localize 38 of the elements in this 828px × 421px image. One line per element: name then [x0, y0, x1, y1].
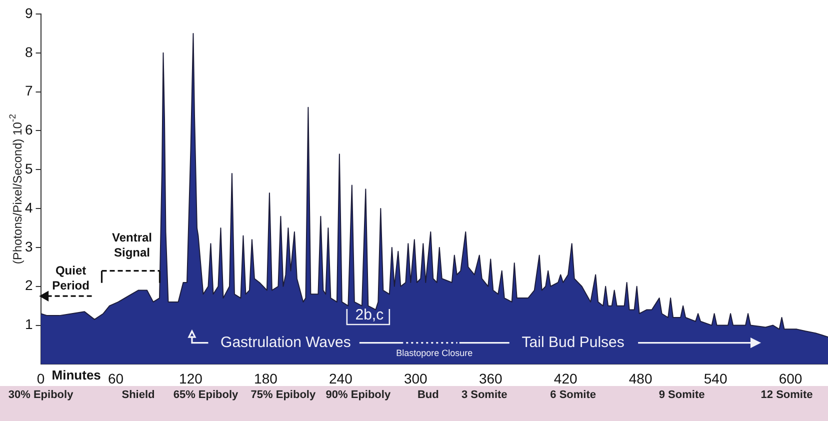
- text: 65% Epiboly: [173, 389, 240, 402]
- y-tick-label: 1: [24, 316, 33, 332]
- y-tick-label: 9: [24, 4, 33, 21]
- y-tick-label: 3: [24, 238, 33, 254]
- y-tick-label: 7: [24, 82, 33, 99]
- y-tick-label: 2: [24, 277, 33, 294]
- x-tick-label: 360: [478, 370, 503, 386]
- text: 75% Epiboly: [250, 389, 316, 402]
- x-tick-label: 0: [36, 370, 45, 386]
- y-tick-label: 5: [24, 160, 33, 177]
- text: Shield: [122, 389, 155, 402]
- text: 6 Somite: [550, 389, 596, 402]
- annotation: Tail Bud Pulses: [522, 334, 624, 351]
- x-tick-label: 180: [254, 370, 278, 386]
- y-axis-title: (Photons/Pixel/Second) 10-2: [7, 114, 24, 264]
- x-tick-label: 420: [554, 370, 578, 386]
- annotation: Blastopore Closure: [396, 348, 473, 358]
- x-tick-label: 600: [778, 370, 802, 386]
- text: 3 Somite: [461, 389, 508, 402]
- text: Bud: [417, 389, 439, 402]
- text: 90% Epiboly: [326, 389, 392, 402]
- annotation: Gastrulation Waves: [220, 334, 351, 351]
- y-tick-label: 8: [24, 44, 33, 60]
- x-tick-label: 540: [704, 370, 728, 386]
- annotation: Ventral Signal: [112, 230, 152, 260]
- annotation: 2b,c: [355, 306, 384, 324]
- text: 12 Somite: [760, 389, 813, 402]
- x-tick-label: 60: [108, 370, 124, 386]
- y-tick-label: 6: [24, 122, 33, 138]
- x-axis-title: Minutes: [52, 367, 101, 382]
- x-tick-label: 240: [328, 370, 353, 386]
- text: 9 Somite: [658, 389, 705, 402]
- text: 30% Epiboly: [8, 389, 74, 402]
- x-tick-label: 300: [404, 370, 428, 386]
- y-tick-label: 4: [24, 199, 33, 216]
- x-tick-label: 480: [628, 370, 652, 386]
- x-tick-label: 120: [179, 370, 203, 386]
- annotation: Quiet Period: [52, 263, 90, 292]
